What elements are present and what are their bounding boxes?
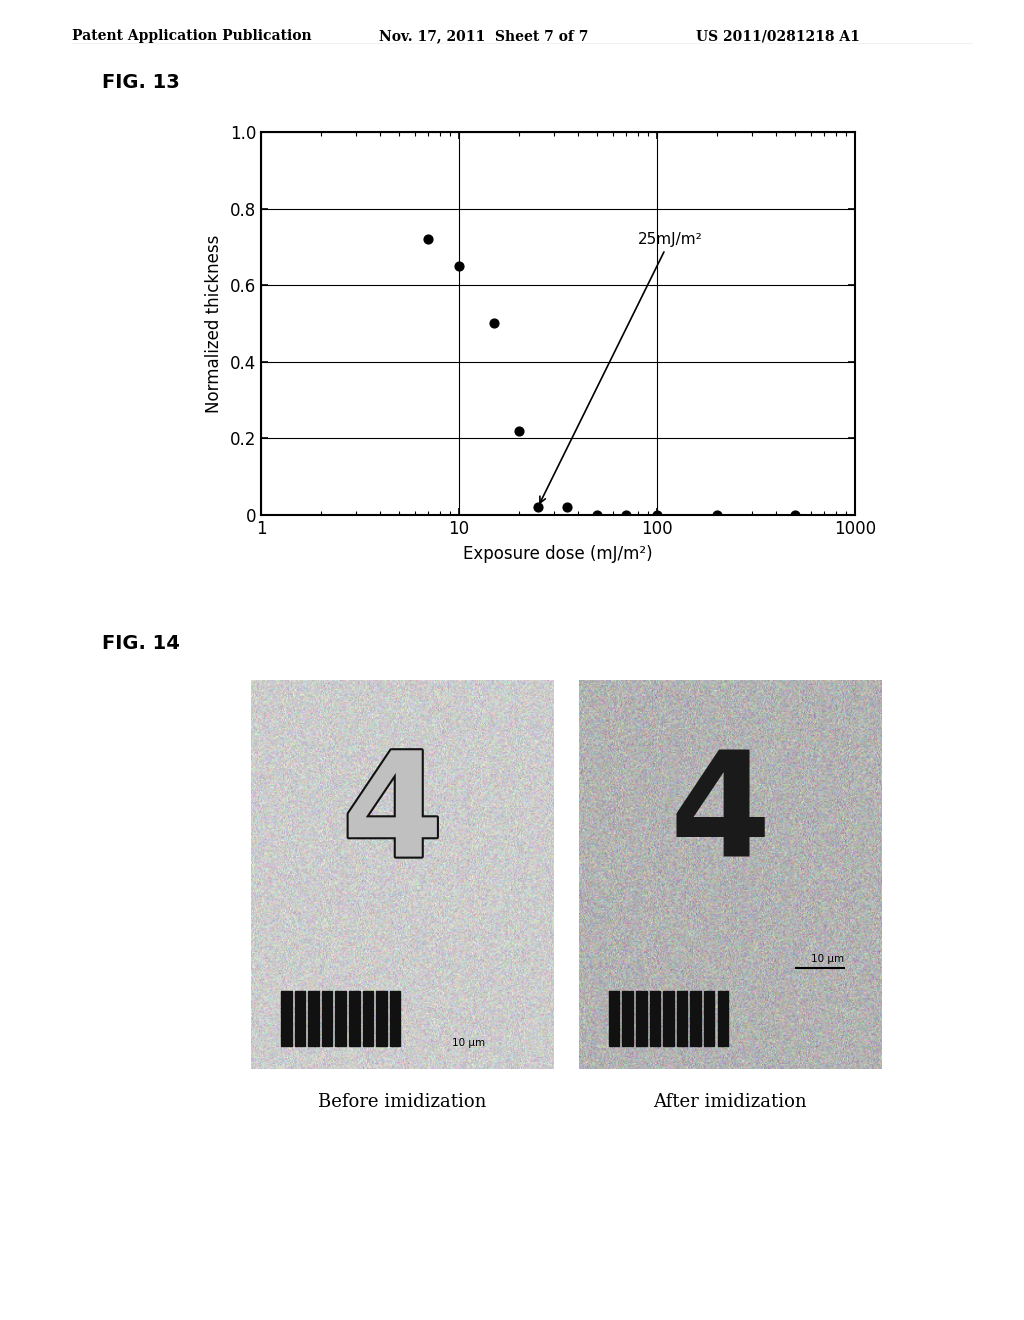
- Text: FIG. 13: FIG. 13: [102, 73, 180, 91]
- Text: US 2011/0281218 A1: US 2011/0281218 A1: [696, 29, 860, 44]
- Text: 10 μm: 10 μm: [811, 954, 845, 964]
- Bar: [636, 991, 646, 1045]
- Bar: [295, 991, 305, 1045]
- Bar: [362, 991, 373, 1045]
- Bar: [623, 991, 633, 1045]
- Point: [529, 496, 546, 517]
- Y-axis label: Normalized thickness: Normalized thickness: [205, 234, 223, 413]
- Point: [589, 504, 605, 525]
- Point: [451, 256, 467, 277]
- Bar: [677, 991, 687, 1045]
- Bar: [322, 991, 333, 1045]
- Bar: [649, 991, 660, 1045]
- Text: Before imidization: Before imidization: [317, 1093, 486, 1111]
- Bar: [336, 991, 346, 1045]
- Point: [485, 313, 502, 334]
- Text: 4: 4: [342, 746, 443, 887]
- X-axis label: Exposure dose (mJ/m²): Exposure dose (mJ/m²): [463, 545, 653, 562]
- Bar: [281, 991, 292, 1045]
- Text: Patent Application Publication: Patent Application Publication: [72, 29, 311, 44]
- Point: [511, 420, 527, 441]
- Point: [709, 504, 725, 525]
- Point: [559, 496, 575, 517]
- Bar: [703, 991, 715, 1045]
- Text: 4: 4: [670, 746, 771, 887]
- Bar: [690, 991, 700, 1045]
- Text: After imidization: After imidization: [652, 1093, 807, 1111]
- Bar: [664, 991, 674, 1045]
- Text: FIG. 14: FIG. 14: [102, 634, 180, 652]
- Bar: [390, 991, 400, 1045]
- Bar: [376, 991, 387, 1045]
- Point: [787, 504, 804, 525]
- Bar: [308, 991, 318, 1045]
- Point: [618, 504, 635, 525]
- Text: Nov. 17, 2011  Sheet 7 of 7: Nov. 17, 2011 Sheet 7 of 7: [379, 29, 588, 44]
- Point: [649, 504, 666, 525]
- Bar: [718, 991, 728, 1045]
- Text: 25mJ/m²: 25mJ/m²: [540, 232, 702, 503]
- Bar: [349, 991, 359, 1045]
- Text: 4: 4: [342, 746, 443, 887]
- Bar: [608, 991, 620, 1045]
- Text: 10 μm: 10 μm: [452, 1038, 485, 1048]
- Point: [420, 228, 436, 249]
